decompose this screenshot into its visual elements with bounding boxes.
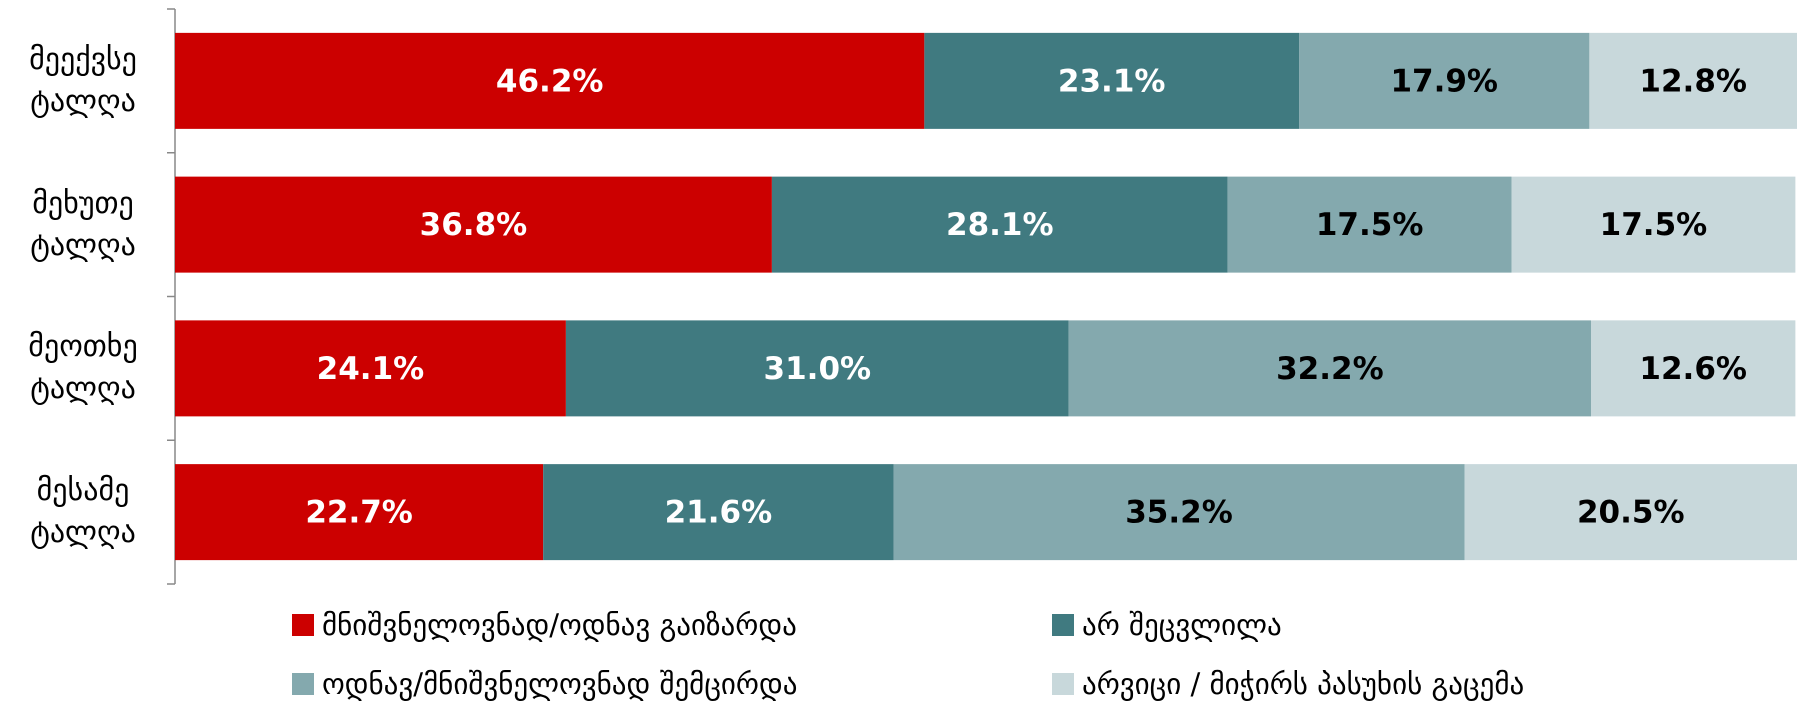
bar-segment: [1591, 320, 1796, 417]
bar-segment: [1511, 176, 1796, 273]
value-label: 21.6%: [665, 495, 773, 531]
bar-segment: [175, 464, 544, 561]
value-label: 31.0%: [764, 351, 872, 387]
value-label: 23.1%: [1058, 63, 1166, 99]
value-label: 36.8%: [420, 207, 528, 243]
bar-segment: [175, 176, 772, 273]
bar-segment: [1227, 176, 1512, 273]
bar-segment: [1464, 464, 1797, 561]
legend-swatch: [292, 614, 314, 636]
legend-label: ოდნავ/მნიშვნელოვნად შემცირდა: [322, 667, 798, 701]
bar-segment: [543, 464, 894, 561]
legend-swatch: [1052, 673, 1074, 695]
value-label: 17.9%: [1390, 63, 1498, 99]
category-label: მეხუთე ტალღა: [30, 185, 136, 263]
value-label: 35.2%: [1125, 495, 1233, 531]
legend-item: ოდნავ/მნიშვნელოვნად შემცირდა: [292, 667, 797, 701]
bar-segment: [771, 176, 1228, 273]
legend-label: მნიშვნელოვნად/ოდნავ გაიზარდა: [322, 608, 797, 642]
category-label: მეექვსე ტალღა: [29, 41, 137, 119]
bar-segment: [1299, 32, 1590, 129]
category-label: მესამე ტალღა: [30, 473, 136, 551]
legend-label: არვიცი / მიჭირს პასუხის გაცემა: [1082, 667, 1525, 701]
value-label: 20.5%: [1577, 495, 1685, 531]
legend-item: არ შეცვლილა: [1052, 608, 1282, 642]
legend-item: მნიშვნელოვნად/ოდნავ გაიზარდა: [292, 608, 797, 642]
value-label: 12.8%: [1639, 63, 1747, 99]
bar-segment: [1068, 320, 1592, 417]
value-label: 12.6%: [1639, 351, 1747, 387]
value-label: 22.7%: [305, 495, 413, 531]
value-label: 17.5%: [1600, 207, 1708, 243]
legend-item: არვიცი / მიჭირს პასუხის გაცემა: [1052, 667, 1524, 701]
value-label: 46.2%: [496, 63, 604, 99]
legend-label: არ შეცვლილა: [1082, 608, 1282, 642]
bar-segment: [893, 464, 1465, 561]
legend-swatch: [1052, 614, 1074, 636]
legend-swatch: [292, 673, 314, 695]
bar-segment: [565, 320, 1069, 417]
bar-segment: [175, 32, 925, 129]
category-label: მეოთხე ტალღა: [28, 329, 138, 407]
value-label: 28.1%: [946, 207, 1054, 243]
bar-segment: [1589, 32, 1797, 129]
bar-segment: [924, 32, 1300, 129]
value-label: 17.5%: [1316, 207, 1424, 243]
value-label: 24.1%: [317, 351, 425, 387]
bar-segment: [175, 320, 566, 417]
value-label: 32.2%: [1276, 351, 1384, 387]
